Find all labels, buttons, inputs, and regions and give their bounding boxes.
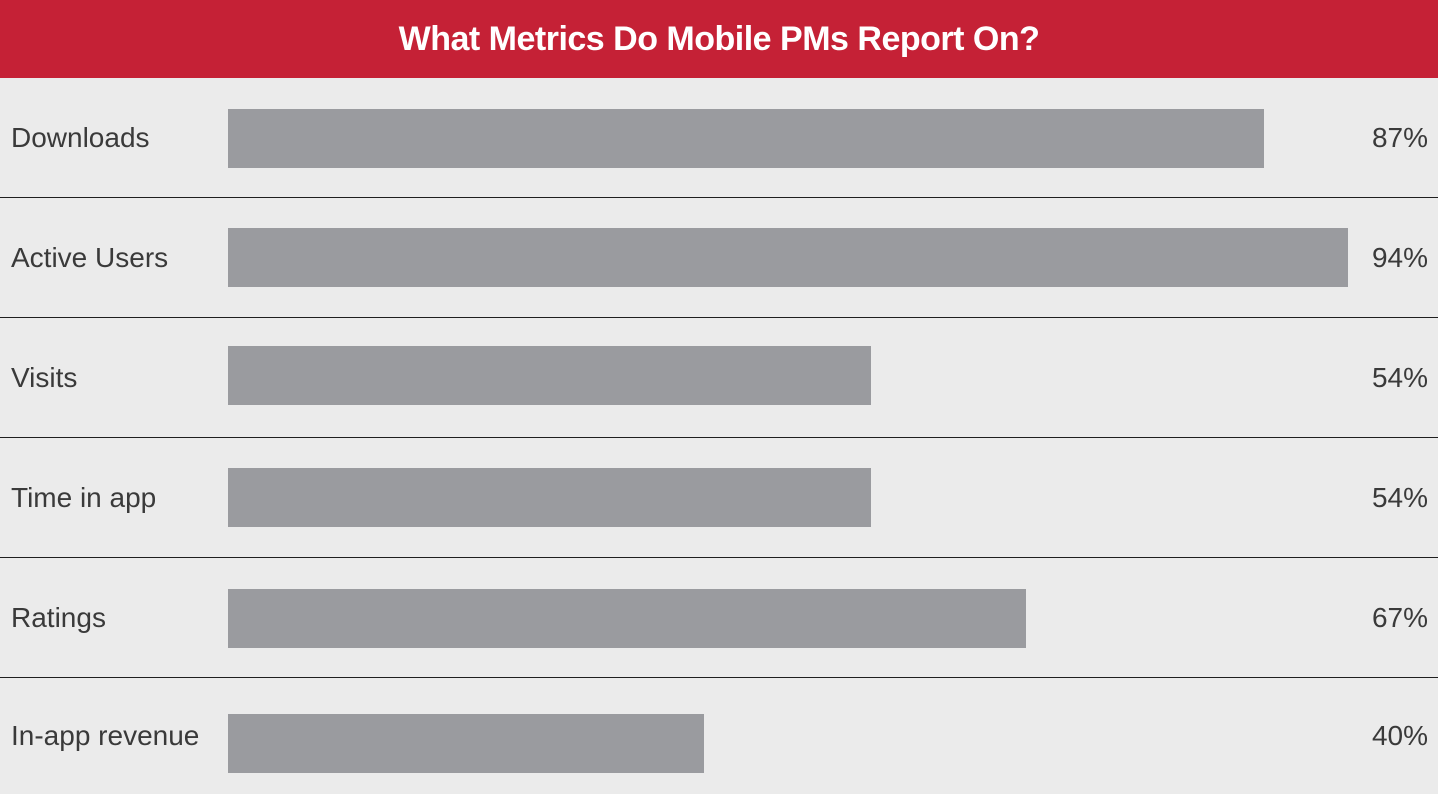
chart-row: In-app revenue 40%: [0, 678, 1438, 794]
value-label: 67%: [1371, 601, 1428, 633]
chart-row: Time in app 54%: [0, 438, 1438, 558]
bar: [228, 589, 1026, 648]
value-label: 54%: [1371, 481, 1428, 513]
bar: [228, 346, 871, 405]
category-label: Visits: [11, 361, 78, 393]
value-label: 94%: [1371, 241, 1428, 273]
category-label: Time in app: [11, 481, 157, 513]
bar: [228, 468, 871, 527]
category-label: Downloads: [11, 121, 150, 153]
chart-header: What Metrics Do Mobile PMs Report On?: [0, 0, 1438, 78]
chart-title: What Metrics Do Mobile PMs Report On?: [398, 19, 1040, 58]
category-label: In-app revenue: [11, 720, 200, 751]
chart-row: Ratings 67%: [0, 558, 1438, 678]
chart-row: Downloads 87%: [0, 78, 1438, 198]
bar-chart: Downloads 87% Active Users 94% Visits 54% Time…: [0, 78, 1438, 794]
bar: [228, 109, 1264, 168]
category-label: Ratings: [11, 601, 106, 633]
chart-row: Visits 54%: [0, 318, 1438, 438]
bar: [228, 228, 1348, 287]
value-label: 54%: [1371, 361, 1428, 393]
value-label: 87%: [1371, 121, 1428, 153]
bar: [228, 714, 704, 773]
category-label: Active Users: [11, 241, 169, 273]
value-label: 40%: [1371, 720, 1428, 751]
chart-row: Active Users 94%: [0, 198, 1438, 318]
